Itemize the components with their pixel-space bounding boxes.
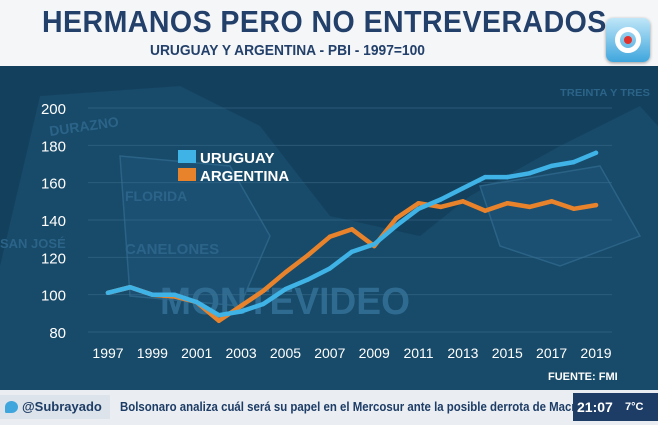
ticker-headline: Bolsonaro analiza cuál será su papel en … (120, 399, 583, 414)
ticker-weather: 7°C (625, 401, 644, 413)
data-point-argentina-2016 (527, 204, 532, 210)
x-axis-ticks: 1997 1999 2001 2003 2005 2007 2009 2011 2013 2015… (92, 345, 611, 361)
source-label: FUENTE: FMI (548, 371, 618, 383)
x-tick-label-2011: 2011 (403, 345, 433, 361)
logo-dot-icon (624, 36, 632, 44)
data-point-uruguay-2004 (261, 301, 266, 307)
x-tick-label-1999: 1999 (137, 345, 168, 361)
map-label-canelones: CANELONES (125, 241, 219, 258)
data-point-uruguay-2012 (438, 197, 443, 202)
data-point-uruguay-2015 (505, 174, 510, 180)
legend-swatch-uruguay (178, 150, 196, 163)
data-point-uruguay-2011 (416, 206, 421, 211)
data-point-argentina-2005 (283, 270, 288, 275)
data-point-uruguay-2013 (460, 186, 466, 191)
data-point-argentina-2008 (349, 227, 355, 232)
data-point-uruguay-2008 (349, 249, 355, 254)
x-tick-label-2001: 2001 (181, 345, 212, 361)
legend: URUGUAY ARGENTINA (178, 150, 289, 185)
data-point-argentina-2015 (505, 201, 510, 206)
y-tick-label-180: 180 (41, 138, 66, 155)
channel-logo (606, 18, 650, 62)
y-tick-label-160: 160 (41, 176, 66, 193)
x-tick-label-2013: 2013 (447, 345, 478, 361)
x-tick-label-1997: 1997 (92, 345, 123, 361)
map-label-treinta-y-tres: TREINTA Y TRES (560, 88, 650, 99)
x-tick-label-2017: 2017 (536, 345, 567, 361)
data-point-argentina-2014 (482, 208, 488, 213)
data-point-uruguay-2010 (394, 223, 399, 228)
data-point-uruguay-1997 (105, 290, 111, 295)
x-tick-label-2009: 2009 (359, 345, 390, 361)
data-point-uruguay-2005 (283, 286, 288, 292)
data-point-argentina-2004 (261, 288, 266, 294)
data-point-argentina-2006 (305, 253, 310, 258)
data-point-argentina-2003 (238, 303, 244, 309)
title-banner: HERMANOS PERO NO ENTREVERADOS URUGUAY Y … (0, 0, 658, 66)
data-point-uruguay-2007 (327, 266, 332, 271)
x-tick-label-2003: 2003 (226, 345, 257, 361)
data-point-uruguay-2001 (194, 299, 199, 305)
data-point-argentina-2012 (438, 204, 443, 210)
data-point-argentina-2010 (394, 215, 399, 221)
data-point-argentina-2017 (549, 199, 554, 204)
map-label-san-jose: SAN JOSÉ (0, 236, 66, 251)
data-point-uruguay-2002 (216, 313, 222, 318)
data-point-uruguay-2009 (372, 242, 377, 247)
data-point-argentina-2011 (416, 201, 421, 206)
y-tick-label-140: 140 (41, 213, 66, 230)
ticker-time: 21:07 (577, 399, 613, 415)
y-tick-label-80: 80 (49, 325, 66, 342)
data-point-uruguay-2006 (305, 277, 310, 282)
data-point-uruguay-2000 (172, 292, 177, 297)
ticker-handle-box: @Subrayado (0, 395, 110, 419)
twitter-bird-icon (5, 401, 18, 413)
legend-swatch-argentina (178, 168, 196, 181)
data-point-uruguay-1998 (128, 285, 133, 290)
grid-lines (88, 107, 612, 333)
data-point-uruguay-2018 (571, 159, 576, 165)
data-point-uruguay-1999 (150, 292, 155, 297)
line-chart: 80 100 120 140 160 180 200 1997 1999 2001 2003 200… (41, 101, 618, 383)
chart-title: HERMANOS PERO NO ENTREVERADOS (42, 4, 607, 39)
map-label-florida: FLORIDA (125, 188, 187, 204)
series-line-argentina (105, 199, 599, 324)
x-tick-label-2005: 2005 (270, 345, 301, 361)
x-tick-label-2007: 2007 (314, 345, 345, 361)
series-lines (105, 150, 599, 324)
x-tick-label-2019: 2019 (580, 345, 611, 361)
ticker-clock: 21:07 7°C (573, 393, 658, 421)
y-tick-label-100: 100 (41, 288, 66, 305)
chart-subtitle: URUGUAY Y ARGENTINA - PBI - 1997=100 (150, 42, 425, 59)
data-point-argentina-2002 (216, 318, 222, 323)
x-tick-label-2015: 2015 (492, 345, 523, 361)
data-point-argentina-2018 (571, 206, 576, 211)
ticker-handle: @Subrayado (22, 399, 102, 414)
data-point-argentina-2013 (460, 199, 466, 204)
logo-ring-icon (615, 27, 641, 53)
data-point-uruguay-2016 (527, 171, 532, 176)
y-tick-label-120: 120 (41, 250, 66, 267)
data-point-argentina-2019 (593, 202, 599, 208)
y-tick-label-200: 200 (41, 101, 66, 118)
data-point-uruguay-2014 (482, 174, 488, 180)
data-point-uruguay-2003 (238, 309, 244, 314)
data-point-argentina-2007 (327, 234, 332, 239)
y-axis-ticks: 80 100 120 140 160 180 200 (41, 101, 66, 342)
data-point-uruguay-2017 (549, 163, 554, 169)
legend-label-uruguay: URUGUAY (200, 150, 274, 167)
legend-label-argentina: ARGENTINA (200, 168, 289, 185)
data-point-uruguay-2019 (593, 150, 599, 155)
news-ticker: @Subrayado Bolsonaro analiza cuál será s… (0, 390, 658, 425)
